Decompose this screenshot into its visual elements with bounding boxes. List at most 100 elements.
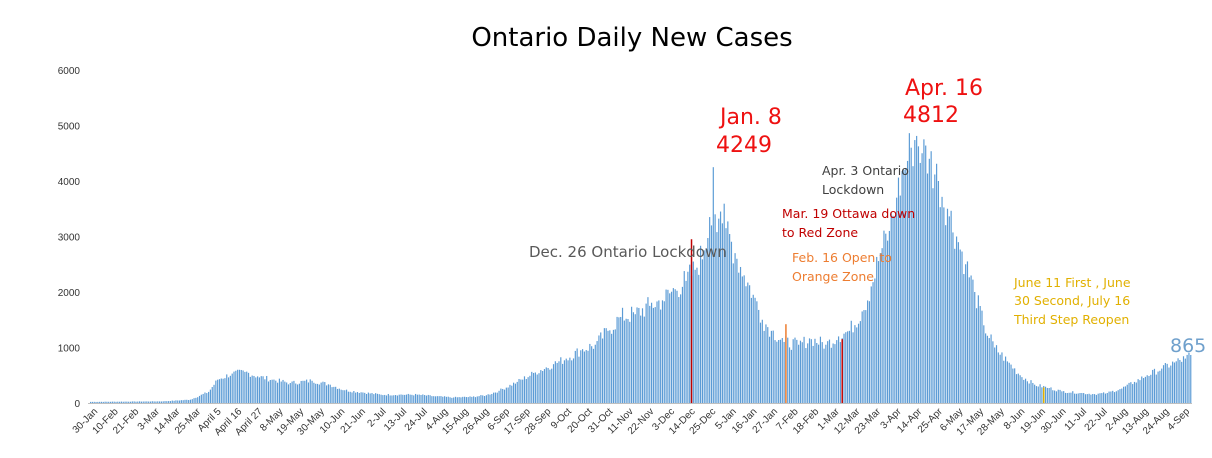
daily-bar [160,401,162,403]
daily-bar [126,401,128,403]
daily-bar [754,297,756,403]
daily-bar [425,395,428,403]
daily-bar [217,379,219,403]
daily-bar [823,348,825,403]
daily-bar [262,376,264,403]
y-tick-label: 2000 [58,288,81,299]
daily-bar [1148,375,1150,403]
daily-bar [502,388,504,403]
daily-bar [1057,389,1059,403]
daily-bar [109,401,112,403]
daily-bar [650,302,653,403]
daily-bar [975,308,978,403]
daily-bar [306,379,308,403]
daily-bar [897,177,900,403]
daily-bar [932,188,934,403]
daily-bar [681,286,684,403]
daily-bar [188,400,190,403]
daily-bar [589,343,591,403]
daily-bar [95,401,97,403]
daily-bar [340,389,342,403]
daily-bar [834,344,836,403]
daily-bar [1177,358,1179,403]
daily-bar [331,387,333,403]
daily-bar [344,390,346,403]
daily-bar [267,381,270,403]
daily-bar [131,401,133,403]
daily-bar [213,384,215,403]
daily-bar [752,294,754,403]
daily-bar [585,350,587,403]
daily-bar [736,258,738,403]
daily-bar [995,345,998,403]
daily-bar [414,393,417,403]
daily-bar [1190,354,1192,403]
daily-bar [1028,383,1030,403]
daily-bar [692,261,694,403]
daily-bar [865,310,867,403]
daily-bar [376,393,379,403]
daily-bar [307,382,310,403]
daily-bar [957,242,959,403]
daily-bar [997,352,999,403]
daily-bar [144,401,146,403]
daily-bar [360,392,362,403]
daily-bar [723,203,725,403]
daily-bar [387,393,389,403]
daily-bar [396,395,398,403]
daily-bar [705,248,707,403]
chart-title: Ontario Daily New Cases [471,23,792,53]
daily-bar [100,401,103,403]
daily-bar [173,400,175,403]
daily-bar [1179,359,1181,403]
daily-bar [1095,394,1097,403]
y-tick-label: 4000 [58,177,81,188]
daily-bar [235,370,237,403]
daily-bar [910,147,912,403]
daily-bar [551,368,553,403]
daily-bar [358,392,360,403]
daily-bar [738,272,740,403]
daily-bar [142,401,144,403]
daily-bar [398,394,400,403]
daily-bar [954,248,956,403]
daily-bar [848,330,851,403]
daily-bar [857,323,860,403]
daily-bar [1162,365,1165,403]
daily-bar [832,343,834,403]
daily-bar [1084,394,1087,403]
daily-bar [1173,362,1176,403]
daily-bar [807,343,809,403]
daily-bar [885,233,887,403]
daily-bar [405,394,408,403]
daily-bar [676,290,678,403]
daily-bar [1081,393,1083,403]
daily-bar [861,311,863,403]
daily-bar [489,394,491,403]
daily-bar [1150,374,1152,403]
daily-bar [1097,393,1099,403]
daily-bar [632,312,635,403]
daily-bar [1055,391,1058,403]
daily-bar [772,330,774,403]
daily-bar [362,392,364,403]
daily-bar [1048,388,1050,403]
daily-bar [707,238,709,403]
daily-bar [295,383,297,403]
daily-bar [582,349,584,403]
daily-bar [1128,382,1130,403]
daily-bar [925,145,927,404]
daily-bar [652,307,654,403]
daily-bar [1044,386,1047,403]
daily-bar [1182,356,1185,403]
daily-bar [378,394,380,403]
daily-bar [901,171,903,403]
daily-bar [496,392,498,403]
daily-bar [647,297,649,403]
daily-bar [930,151,932,403]
daily-bar [162,401,164,403]
daily-bar [710,225,713,403]
daily-bar [778,340,780,403]
daily-bar [1137,379,1139,403]
